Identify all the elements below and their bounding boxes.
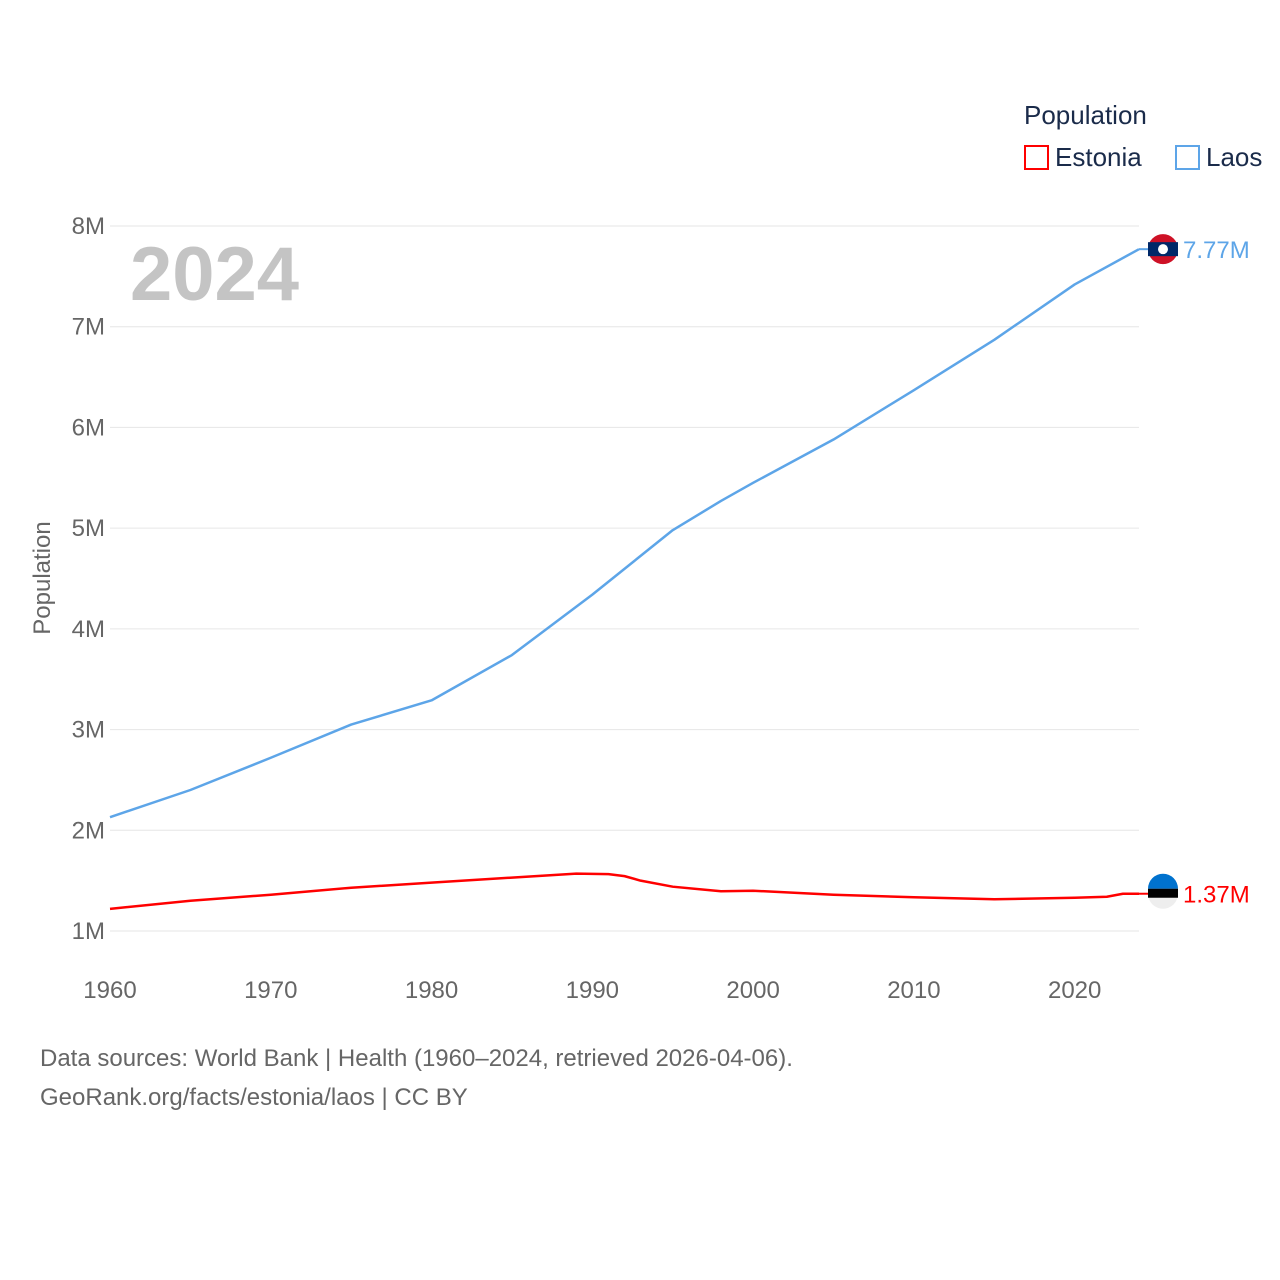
legend-label-laos: Laos: [1206, 142, 1262, 172]
legend-title: Population: [1024, 100, 1147, 130]
estonia-flag-black: [1148, 888, 1178, 898]
end-value-label-laos: 7.77M: [1183, 237, 1250, 264]
series-line-estonia: [109, 872, 1139, 911]
legend-swatch-laos: [1175, 145, 1200, 170]
line-chart: 1M 2M 3M 4M 5M 6M 7M 8M 1960 1970 1980 1990 2000 2010…: [29, 100, 1262, 1004]
y-tick-label: 3M: [72, 717, 105, 744]
laos-flag-disc: [1158, 244, 1168, 255]
y-tick-label: 1M: [72, 918, 105, 945]
y-axis-label: Population: [29, 521, 56, 634]
y-tick-label: 5M: [72, 515, 105, 542]
y-tick-label: 6M: [72, 414, 105, 441]
y-tick-label: 7M: [72, 314, 105, 341]
x-tick-label: 1980: [405, 977, 458, 1004]
y-tick-label: 8M: [72, 213, 105, 240]
x-tick-label: 2010: [887, 977, 940, 1004]
x-tick-label: 1970: [244, 977, 297, 1004]
legend-label-estonia: Estonia: [1055, 142, 1142, 172]
legend-swatch-estonia: [1024, 145, 1049, 170]
x-tick-label: 2020: [1048, 977, 1101, 1004]
x-tick-label: 1990: [566, 977, 619, 1004]
end-value-label-estonia: 1.37M: [1183, 882, 1250, 909]
x-tick-label: 1960: [83, 977, 136, 1004]
estonia-flag-blue: [1148, 873, 1178, 889]
x-tick-label: 2000: [726, 977, 779, 1004]
data-source-note: Data sources: World Bank | Health (1960–…: [40, 1045, 793, 1072]
year-label: 2024: [130, 232, 299, 317]
source-link[interactable]: GeoRank.org/facts/estonia/laos | CC BY: [40, 1084, 468, 1111]
y-tick-label: 2M: [72, 817, 105, 844]
series-line-laos: [109, 248, 1140, 819]
y-tick-label: 4M: [72, 616, 105, 643]
